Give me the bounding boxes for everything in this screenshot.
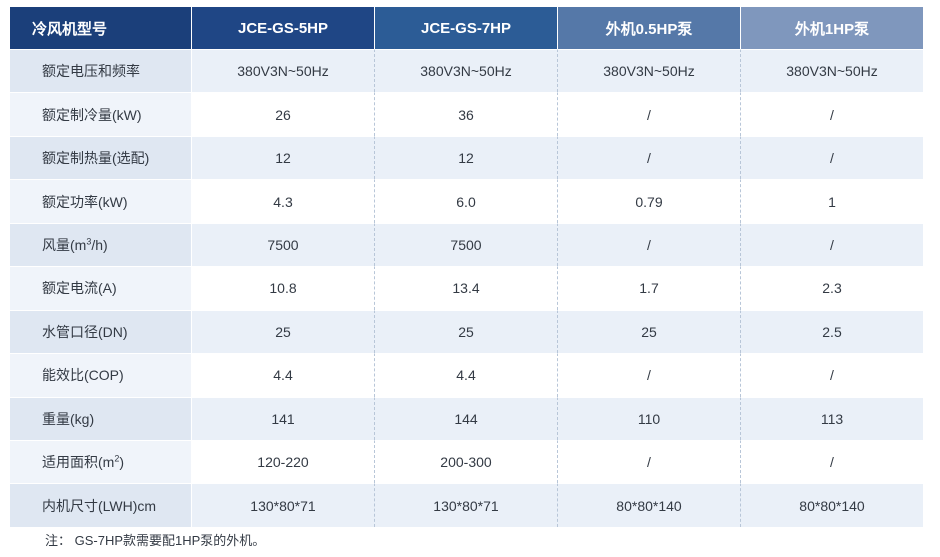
spec-table: 冷风机型号 JCE-GS-5HP JCE-GS-7HP 外机0.5HP泵 外机1… bbox=[10, 7, 923, 527]
cell-value: 80*80*140 bbox=[741, 483, 923, 527]
row-label: 额定电压和频率 bbox=[10, 49, 192, 93]
cell-value: 13.4 bbox=[375, 266, 558, 310]
row-label: 风量(m3/h) bbox=[10, 222, 192, 267]
cell-value: 25 bbox=[375, 309, 558, 354]
table-row: 风量(m3/h) 7500 7500 / / bbox=[10, 222, 923, 267]
row-label: 额定电流(A) bbox=[10, 266, 192, 310]
cell-value: 380V3N~50Hz bbox=[192, 49, 375, 93]
cell-value: / bbox=[741, 222, 923, 267]
cell-value: / bbox=[741, 439, 923, 484]
cell-value: 120-220 bbox=[192, 439, 375, 484]
superscript: 3 bbox=[86, 236, 92, 247]
cell-value: / bbox=[558, 222, 741, 267]
table-row: 额定功率(kW) 4.3 6.0 0.79 1 bbox=[10, 179, 923, 223]
header-column: 外机0.5HP泵 bbox=[558, 7, 741, 49]
table-row: 额定电流(A) 10.8 13.4 1.7 2.3 bbox=[10, 266, 923, 310]
cell-value: 380V3N~50Hz bbox=[375, 49, 558, 93]
cell-value: 7500 bbox=[375, 222, 558, 267]
cell-value: 4.3 bbox=[192, 179, 375, 223]
row-label: 额定制热量(选配) bbox=[10, 135, 192, 180]
cell-value: 6.0 bbox=[375, 179, 558, 223]
cell-value: 113 bbox=[741, 396, 923, 440]
cell-value: 200-300 bbox=[375, 439, 558, 484]
table-row: 适用面积(m2) 120-220 200-300 / / bbox=[10, 439, 923, 484]
header-row: 冷风机型号 JCE-GS-5HP JCE-GS-7HP 外机0.5HP泵 外机1… bbox=[10, 7, 923, 49]
cell-value: 4.4 bbox=[375, 353, 558, 397]
row-label: 适用面积(m2) bbox=[10, 439, 192, 484]
header-column: 外机1HP泵 bbox=[741, 7, 923, 49]
cell-value: 4.4 bbox=[192, 353, 375, 397]
cell-value: 26 bbox=[192, 92, 375, 136]
header-model-label: 冷风机型号 bbox=[10, 7, 192, 49]
header-column: JCE-GS-7HP bbox=[375, 7, 558, 49]
cell-value: 110 bbox=[558, 396, 741, 440]
cell-value: 380V3N~50Hz bbox=[558, 49, 741, 93]
cell-value: 2.3 bbox=[741, 266, 923, 310]
cell-value: 36 bbox=[375, 92, 558, 136]
cell-value: 80*80*140 bbox=[558, 483, 741, 527]
table-row: 能效比(COP) 4.4 4.4 / / bbox=[10, 353, 923, 397]
row-label: 水管口径(DN) bbox=[10, 309, 192, 354]
row-label-text: 适用面积(m bbox=[42, 454, 115, 471]
cell-value: 25 bbox=[192, 309, 375, 354]
cell-value: 10.8 bbox=[192, 266, 375, 310]
cell-value: / bbox=[741, 92, 923, 136]
row-label: 额定制冷量(kW) bbox=[10, 92, 192, 136]
row-label-text: /h) bbox=[91, 236, 108, 253]
cell-value: 0.79 bbox=[558, 179, 741, 223]
cell-value: 1.7 bbox=[558, 266, 741, 310]
table-row: 额定制热量(选配) 12 12 / / bbox=[10, 135, 923, 180]
cell-value: / bbox=[558, 353, 741, 397]
cell-value: 144 bbox=[375, 396, 558, 440]
table-row: 额定电压和频率 380V3N~50Hz 380V3N~50Hz 380V3N~5… bbox=[10, 49, 923, 93]
cell-value: 1 bbox=[741, 179, 923, 223]
row-label: 重量(kg) bbox=[10, 396, 192, 440]
cell-value: / bbox=[558, 92, 741, 136]
row-label: 能效比(COP) bbox=[10, 353, 192, 397]
cell-value: 12 bbox=[375, 135, 558, 180]
cell-value: 380V3N~50Hz bbox=[741, 49, 923, 93]
header-column: JCE-GS-5HP bbox=[192, 7, 375, 49]
table-row: 内机尺寸(LWH)cm 130*80*71 130*80*71 80*80*14… bbox=[10, 483, 923, 527]
table-row: 水管口径(DN) 25 25 25 2.5 bbox=[10, 309, 923, 354]
cell-value: 130*80*71 bbox=[375, 483, 558, 527]
cell-value: / bbox=[741, 135, 923, 180]
cell-value: 2.5 bbox=[741, 309, 923, 354]
cell-value: 130*80*71 bbox=[192, 483, 375, 527]
table-row: 额定制冷量(kW) 26 36 / / bbox=[10, 92, 923, 136]
row-label: 额定功率(kW) bbox=[10, 179, 192, 223]
row-label-text: 风量(m bbox=[42, 236, 87, 253]
cell-value: 25 bbox=[558, 309, 741, 354]
cell-value: / bbox=[558, 439, 741, 484]
superscript: 2 bbox=[114, 453, 120, 464]
cell-value: / bbox=[558, 135, 741, 180]
cell-value: 7500 bbox=[192, 222, 375, 267]
row-label: 内机尺寸(LWH)cm bbox=[10, 483, 192, 527]
cell-value: / bbox=[741, 353, 923, 397]
table-row: 重量(kg) 141 144 110 113 bbox=[10, 396, 923, 440]
cell-value: 141 bbox=[192, 396, 375, 440]
footnote: 注： GS-7HP款需要配1HP泵的外机。 bbox=[45, 533, 266, 548]
row-label-text: ) bbox=[119, 454, 125, 471]
cell-value: 12 bbox=[192, 135, 375, 180]
